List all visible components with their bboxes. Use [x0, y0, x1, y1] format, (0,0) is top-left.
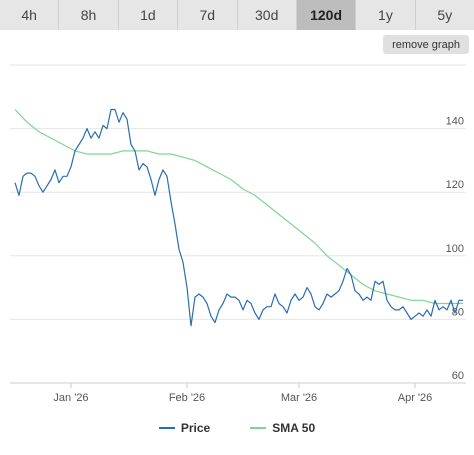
y-tick-label: 60	[452, 370, 464, 382]
remove-graph-button[interactable]: remove graph	[383, 35, 469, 54]
chart-legend: Price SMA 50	[0, 421, 474, 435]
legend-swatch	[158, 427, 175, 429]
tab-5y[interactable]: 5y	[437, 7, 453, 23]
legend-label: SMA 50	[272, 421, 316, 435]
tab-7d[interactable]: 7d	[178, 0, 238, 30]
sma-50-line	[14, 109, 463, 305]
y-tick-label: 120	[446, 179, 464, 191]
tab-1d[interactable]: 1d	[119, 0, 179, 30]
timeframe-tabs: 4h 8h 1d 7d 30d 120d 1y 5y	[0, 0, 474, 30]
x-tick-label: Mar '26	[281, 392, 317, 404]
tab-30d[interactable]: 30d	[238, 0, 297, 30]
legend-label: Price	[180, 421, 211, 435]
tab-120d[interactable]: 120d	[296, 0, 357, 30]
legend-swatch	[250, 427, 267, 429]
y-tick-label: 80	[452, 306, 464, 318]
legend-item-price[interactable]: Price	[158, 421, 211, 435]
tab-8h[interactable]: 8h	[59, 0, 119, 30]
price-line	[14, 108, 463, 327]
legend-item-sma-50[interactable]: SMA 50	[250, 421, 315, 435]
tab-4h[interactable]: 4h	[0, 0, 60, 30]
tab-1y[interactable]: 1y	[356, 0, 416, 30]
x-tick-label: Jan '26	[53, 392, 88, 404]
x-tick-label: Apr '26	[398, 392, 433, 404]
y-tick-label: 100	[446, 243, 464, 255]
x-tick-label: Feb '26	[169, 392, 205, 404]
y-tick-label: 140	[446, 116, 464, 128]
